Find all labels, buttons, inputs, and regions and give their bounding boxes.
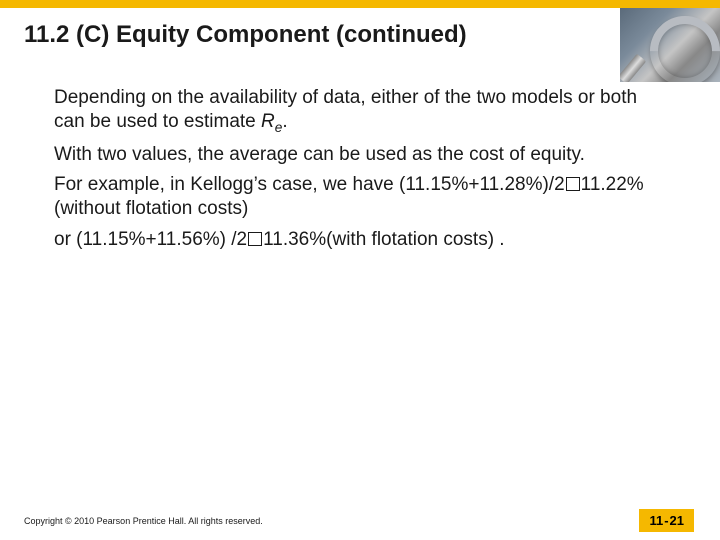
slide-title: 11.2 (C) Equity Component (continued) (0, 8, 620, 68)
paragraph-4: or (11.15%+11.56%) /2 11.36%(with flotati… (54, 228, 672, 252)
wrench-decorative-image (620, 8, 720, 82)
header-row: 11.2 (C) Equity Component (continued) (0, 8, 720, 82)
copyright-text: Copyright © 2010 Pearson Prentice Hall. … (24, 516, 263, 526)
p3-part-a: For example, in Kellogg’s case, we have … (54, 174, 565, 195)
page-number-box: 11-21 (639, 509, 694, 532)
p1-part-a: Depending on the availability of data, e… (54, 87, 637, 132)
p1-part-b: . (282, 111, 287, 132)
page-suffix: 21 (670, 513, 684, 528)
footer: Copyright © 2010 Pearson Prentice Hall. … (0, 506, 720, 540)
missing-glyph-icon (566, 177, 580, 191)
paragraph-3: For example, in Kellogg’s case, we have … (54, 173, 672, 222)
paragraph-1: Depending on the availability of data, e… (54, 86, 672, 137)
p1-var: R (261, 111, 275, 132)
slide-body: Depending on the availability of data, e… (0, 82, 720, 252)
paragraph-2: With two values, the average can be used… (54, 143, 672, 167)
p4-part-a: or (11.15%+11.56%) /2 (54, 229, 247, 250)
missing-glyph-icon (248, 232, 262, 246)
accent-top-bar (0, 0, 720, 8)
p4-part-b: 11.36%(with flotation costs) . (263, 229, 504, 250)
page-prefix: 11 (649, 513, 663, 528)
